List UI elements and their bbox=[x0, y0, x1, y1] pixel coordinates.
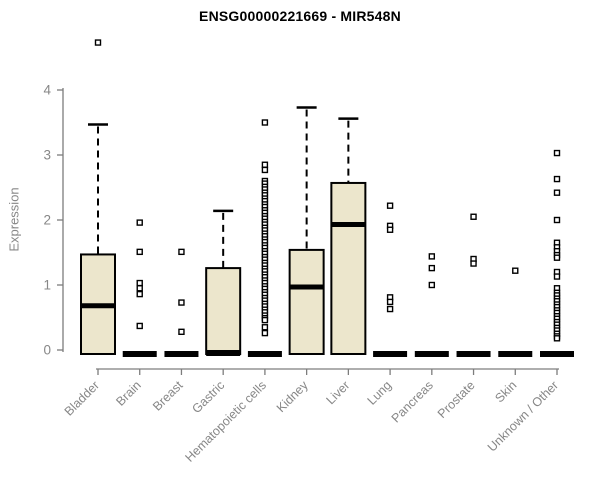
outlier-point-breast bbox=[178, 328, 185, 335]
outlier-point-lung bbox=[386, 298, 394, 306]
outlier-point-unknown-other bbox=[553, 273, 561, 280]
outlier-point-brain bbox=[136, 279, 143, 287]
x-tick-label: Skin bbox=[492, 378, 519, 405]
box-collapsed-brain bbox=[122, 351, 157, 357]
outlier-point-prostate bbox=[470, 260, 477, 267]
outlier-point-bladder bbox=[94, 39, 102, 46]
box-collapsed-hematopoietic-cells bbox=[247, 351, 282, 357]
outlier-point-hematopoietic-cells bbox=[261, 166, 269, 174]
x-tick-label: Kidney bbox=[274, 378, 311, 415]
outlier-point-unknown-other bbox=[553, 216, 561, 224]
outlier-point-pancreas bbox=[428, 253, 436, 260]
median-gastric bbox=[206, 350, 241, 356]
outlier-point-breast bbox=[178, 299, 185, 306]
box-gastric bbox=[205, 267, 242, 356]
outlier-point-hematopoietic-cells bbox=[261, 119, 269, 126]
box-collapsed-breast bbox=[164, 351, 199, 357]
box-collapsed-prostate bbox=[456, 351, 491, 357]
outlier-point-brain bbox=[136, 322, 143, 330]
box-collapsed-skin bbox=[498, 351, 533, 357]
outlier-point-lung bbox=[386, 226, 394, 233]
box-kidney bbox=[288, 248, 325, 355]
x-tick-label: Pancreas bbox=[389, 378, 436, 425]
outlier-point-pancreas bbox=[428, 264, 436, 272]
outlier-point-brain bbox=[136, 219, 143, 226]
x-tick-label: Hematopoietic cells bbox=[182, 378, 269, 465]
y-tick-label: 4 bbox=[43, 83, 51, 98]
outlier-point-unknown-other bbox=[553, 254, 561, 261]
box-collapsed-pancreas bbox=[414, 351, 449, 357]
x-tick-label: Bladder bbox=[62, 378, 102, 418]
outlier-point-lung bbox=[386, 202, 394, 209]
outlier-point-brain bbox=[136, 248, 143, 256]
outlier-point-unknown-other bbox=[553, 189, 561, 196]
y-tick-label: 0 bbox=[43, 343, 51, 358]
outlier-point-brain bbox=[136, 285, 143, 292]
outlier-point-breast bbox=[178, 248, 185, 256]
outlier-point-unknown-other bbox=[553, 149, 561, 157]
outlier-point-hematopoietic-cells bbox=[261, 329, 269, 337]
box-liver bbox=[330, 181, 367, 355]
x-tick-label: Brain bbox=[113, 378, 144, 409]
x-tick-label: Gastric bbox=[189, 378, 227, 416]
x-tick-label: Breast bbox=[150, 378, 186, 414]
y-tick-label: 2 bbox=[43, 213, 51, 228]
y-tick-label: 3 bbox=[43, 148, 51, 163]
outlier-point-unknown-other bbox=[553, 175, 561, 183]
outlier-point-skin bbox=[512, 267, 519, 274]
x-tick-label: Liver bbox=[323, 378, 352, 407]
x-tick-label: Lung bbox=[365, 378, 395, 408]
outlier-point-hematopoietic-cells bbox=[261, 324, 269, 331]
outlier-point-prostate bbox=[470, 213, 477, 220]
outlier-point-hematopoietic-cells bbox=[261, 316, 269, 324]
x-tick-label: Unknown / Other bbox=[485, 378, 561, 454]
outlier-point-unknown-other bbox=[553, 335, 561, 342]
outlier-point-brain bbox=[136, 290, 143, 298]
box-collapsed-unknown-other bbox=[540, 351, 574, 357]
x-tick-label: Prostate bbox=[435, 378, 478, 421]
outlier-point-lung bbox=[386, 305, 394, 313]
outlier-point-pancreas bbox=[428, 281, 436, 289]
box-collapsed-lung bbox=[373, 351, 408, 357]
chart-title: ENSG00000221669 - MIR548N bbox=[199, 8, 401, 24]
outlier-point-hematopoietic-cells bbox=[261, 161, 269, 168]
y-tick-label: 1 bbox=[43, 278, 51, 293]
